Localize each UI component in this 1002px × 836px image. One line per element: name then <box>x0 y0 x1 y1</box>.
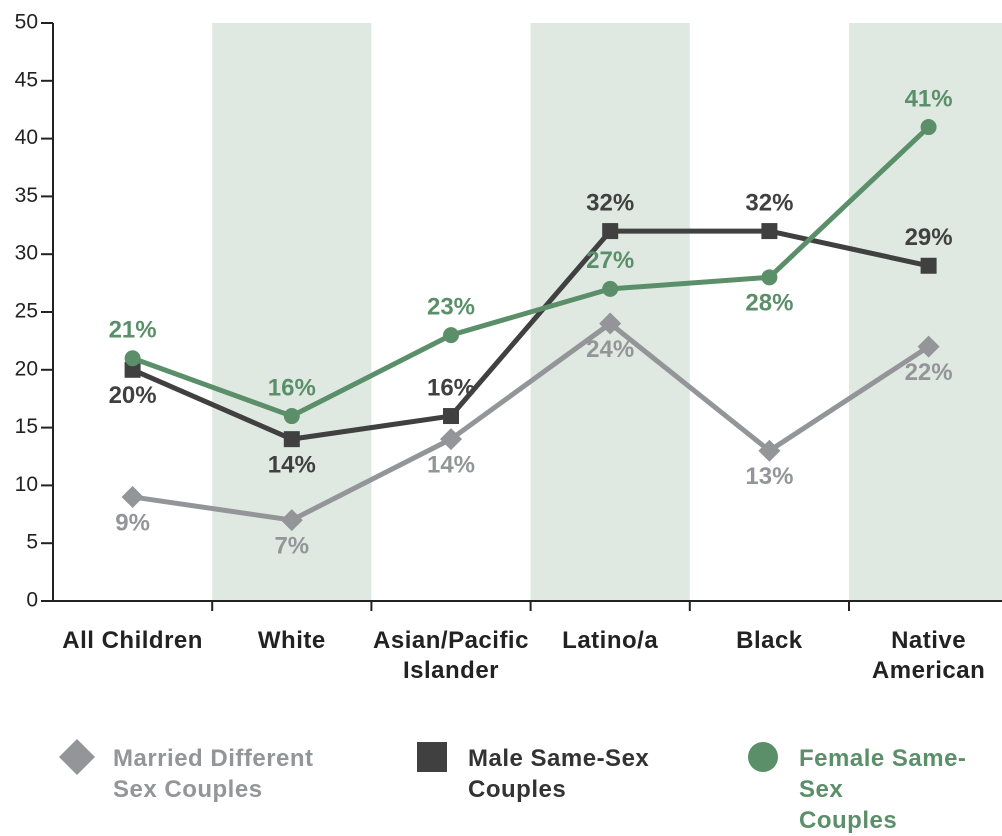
x-tick-label: All Children <box>62 627 203 654</box>
y-tick-label: 30 <box>15 242 38 265</box>
legend-label: Female Same-Sex Couples <box>799 745 967 834</box>
point-marker <box>761 269 778 286</box>
data-label: 32% <box>745 189 793 216</box>
point-marker <box>283 408 300 425</box>
y-tick-label: 0 <box>26 589 38 612</box>
data-label: 7% <box>274 532 309 559</box>
legend-marker <box>748 742 778 772</box>
y-tick-label: 20 <box>15 357 38 380</box>
point-marker <box>920 119 937 136</box>
point-marker <box>280 509 303 532</box>
data-label: 9% <box>115 509 150 536</box>
point-marker <box>599 312 622 335</box>
data-label: 27% <box>586 247 634 274</box>
x-tick-label: Asian/Pacific Islander <box>373 627 529 684</box>
x-tick-label: Latino/a <box>562 627 659 654</box>
series-line <box>132 321 930 523</box>
y-tick-label: 45 <box>15 68 38 91</box>
y-tick-label: 5 <box>26 531 38 554</box>
page: {"chart_data": { "type": "line", "catego… <box>14 10 1002 834</box>
data-label: 24% <box>586 336 634 363</box>
data-label: 16% <box>427 374 475 401</box>
data-label: 16% <box>268 374 316 401</box>
x-tick-label: Black <box>736 627 803 654</box>
legend-marker <box>59 739 95 775</box>
y-tick-label: 25 <box>15 300 38 323</box>
legend-label: Male Same-Sex Couples <box>468 745 650 803</box>
data-label: 20% <box>109 382 157 409</box>
data-label: 32% <box>586 189 634 216</box>
point-marker <box>121 485 144 508</box>
legend-label: Married Different Sex Couples <box>113 745 314 803</box>
band-shade <box>212 23 372 601</box>
band-shade <box>530 23 690 601</box>
data-label: 13% <box>745 463 793 490</box>
y-tick-label: 10 <box>15 473 38 496</box>
y-tick-label: 40 <box>15 126 38 149</box>
point-marker <box>920 257 937 274</box>
point-marker <box>283 431 300 448</box>
legend-marker <box>417 742 447 772</box>
x-tick-label: White <box>257 627 326 654</box>
data-label: 41% <box>905 85 953 112</box>
point-marker <box>440 428 462 451</box>
data-label: 14% <box>427 452 475 479</box>
data-label: 14% <box>268 452 316 479</box>
point-marker <box>761 223 778 240</box>
point-marker <box>602 223 619 240</box>
x-tick-label: Native American <box>871 627 986 684</box>
series-line <box>131 228 930 442</box>
y-tick-label: 15 <box>15 415 38 438</box>
point-marker <box>124 361 141 378</box>
band-shade <box>849 23 1002 601</box>
point-marker <box>124 350 141 367</box>
point-marker <box>443 408 459 425</box>
series-line <box>131 125 931 419</box>
point-marker <box>917 335 940 358</box>
data-label: 22% <box>905 359 953 386</box>
data-label: 21% <box>109 317 157 344</box>
point-marker <box>602 280 619 297</box>
data-label: 23% <box>427 293 475 320</box>
y-tick-label: 50 <box>15 11 38 34</box>
data-label: 29% <box>905 224 953 251</box>
chart: 0 5 10 15 20 25 30 35 40 45 50 9% 7% 14% 24% 13% 22% 20% 1… <box>15 11 1002 775</box>
point-marker <box>443 327 459 344</box>
point-marker <box>758 439 781 462</box>
data-label: 28% <box>745 290 793 317</box>
y-tick-label: 35 <box>15 184 38 207</box>
